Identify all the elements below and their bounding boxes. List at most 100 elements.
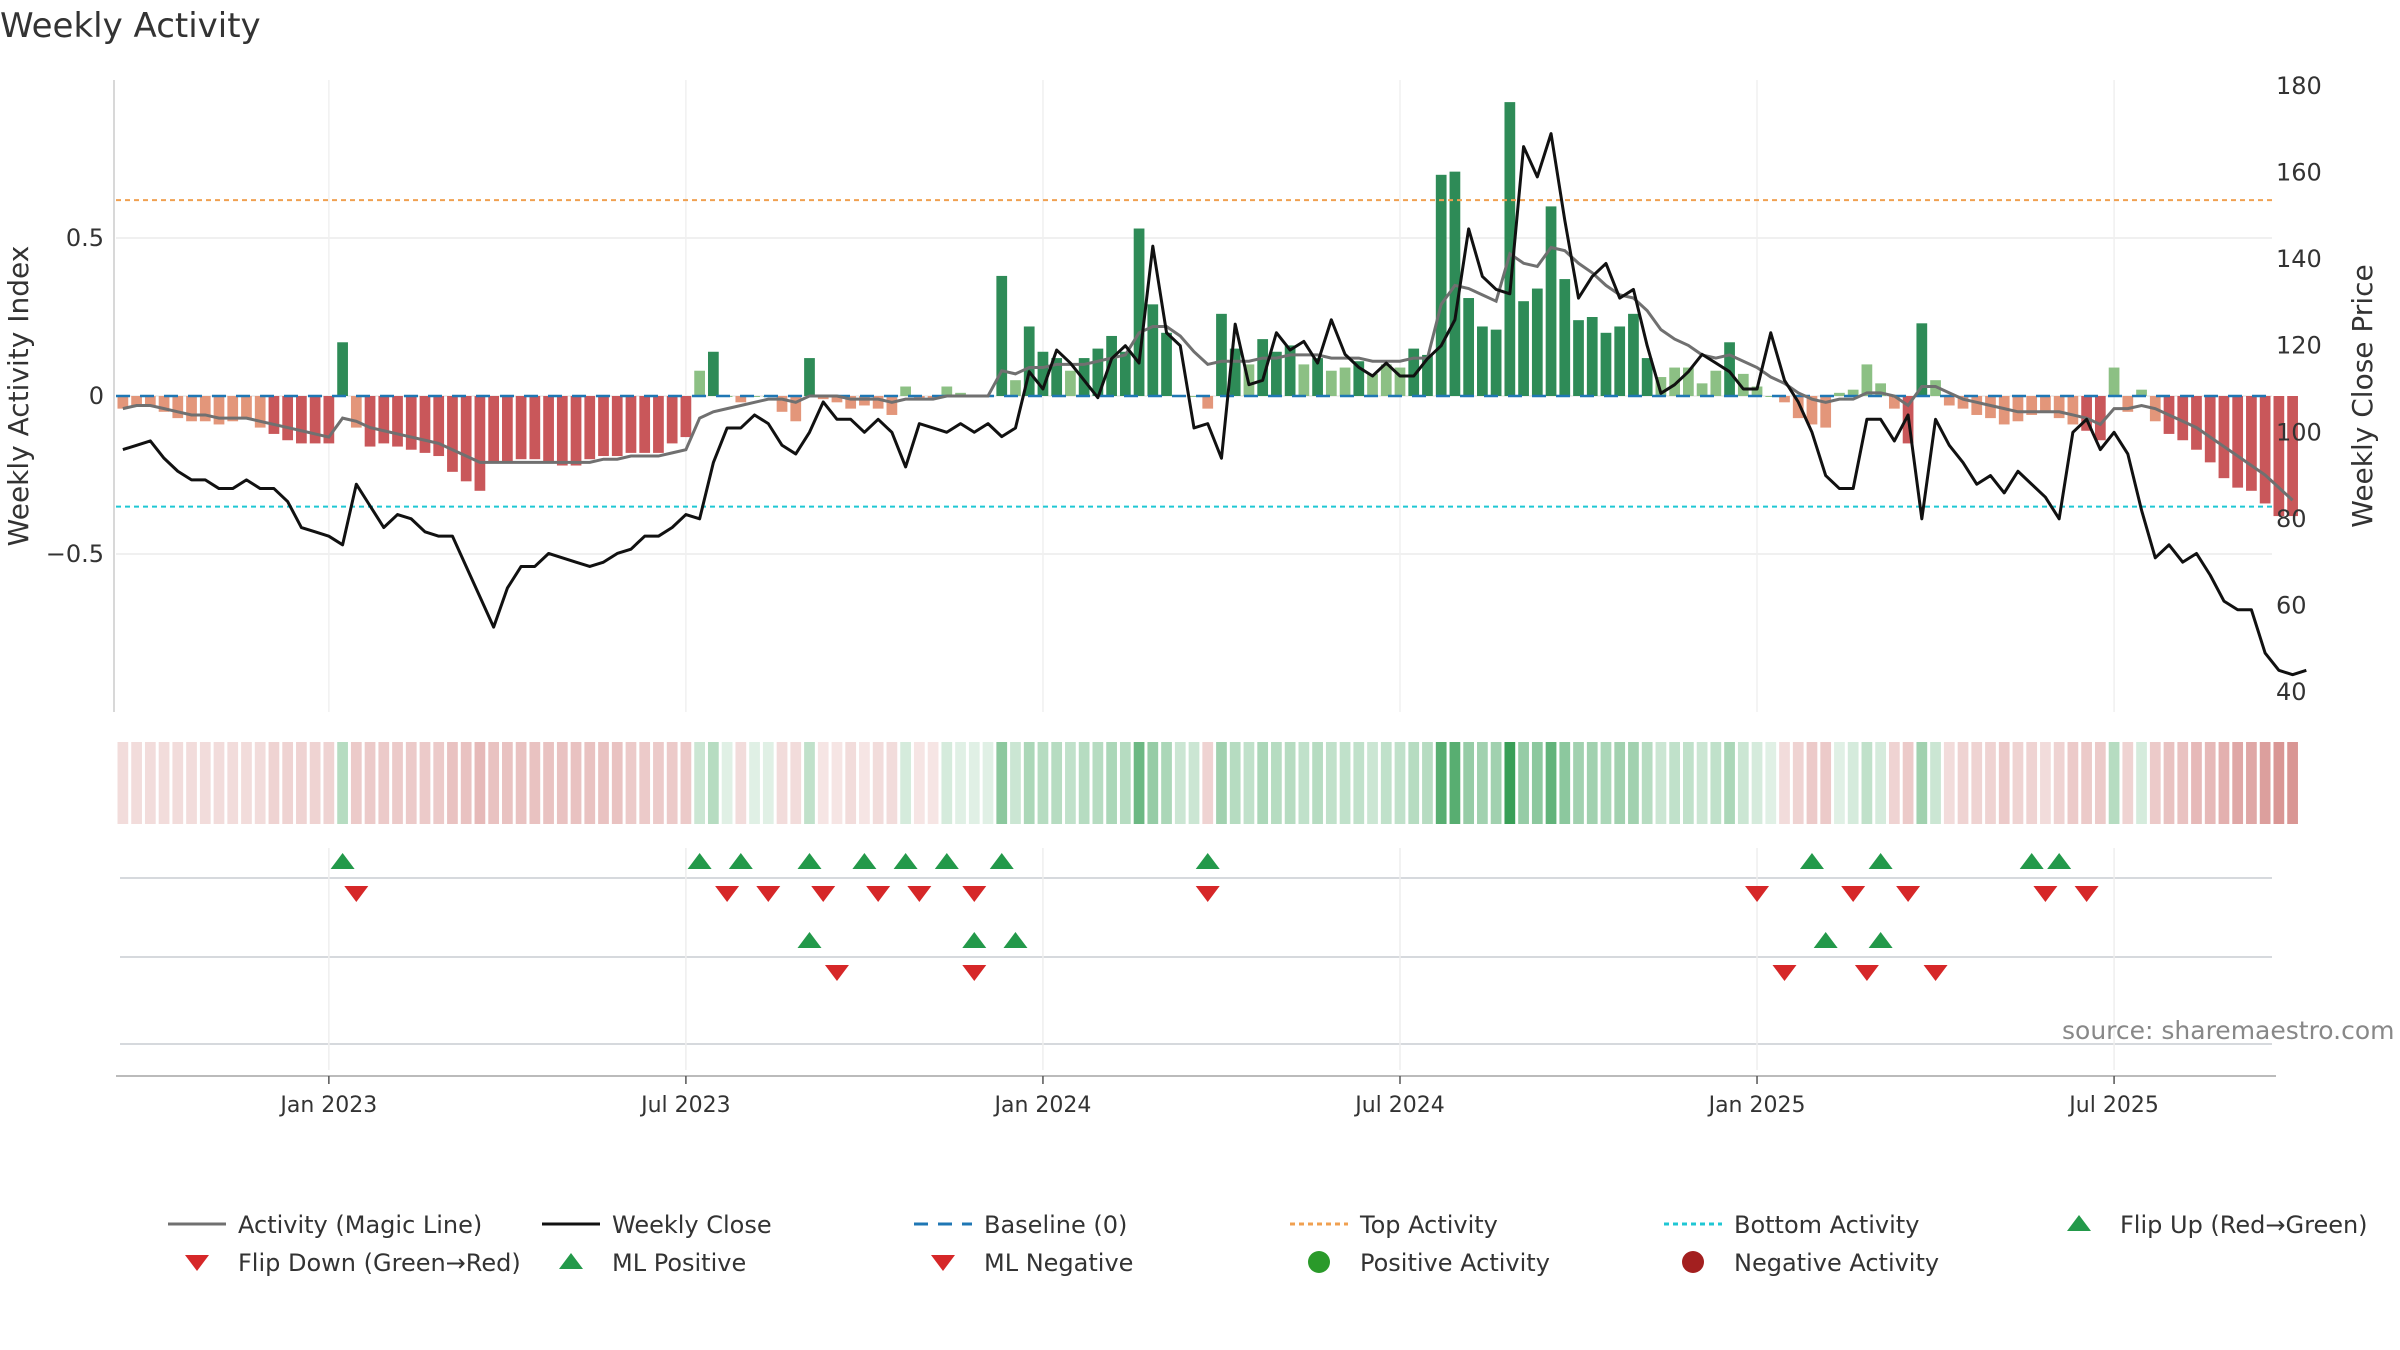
heat-cell	[350, 742, 362, 824]
activity-bar	[1531, 288, 1543, 396]
activity-bar	[1010, 380, 1021, 396]
flip-up-marker	[330, 853, 355, 869]
heat-cell	[1531, 742, 1543, 824]
y-tick-label: 0	[89, 382, 104, 410]
heat-cell	[1023, 742, 1035, 824]
flip-up-marker	[852, 853, 877, 869]
legend-swatch	[931, 1255, 955, 1271]
activity-bar	[2191, 396, 2202, 450]
activity-bar	[2012, 396, 2024, 422]
x-tick-label: Jul 2023	[639, 1093, 731, 1118]
heat-cell	[1408, 742, 1420, 824]
flip-down-marker	[1195, 886, 1220, 902]
heat-cell	[2067, 742, 2079, 824]
activity-bar	[859, 396, 870, 406]
heat-cell	[1600, 742, 1612, 824]
activity-bar	[2273, 396, 2285, 517]
heat-cell	[1820, 742, 1832, 824]
activity-bar	[900, 386, 911, 396]
activity-bar	[598, 396, 609, 457]
activity-bar	[1724, 342, 1735, 396]
flip-down-marker	[715, 886, 740, 902]
activity-bar	[447, 396, 458, 472]
activity-bar	[1161, 332, 1172, 396]
heat-cell	[2259, 742, 2271, 824]
flip-down-marker	[2033, 886, 2058, 902]
activity-bar	[1271, 351, 1282, 396]
activity-bar	[350, 396, 362, 428]
heat-cell	[199, 742, 211, 824]
y2-tick-label: 180	[2276, 72, 2322, 100]
heat-cell	[1888, 742, 1900, 824]
heat-cell	[1792, 742, 1804, 824]
heat-cell	[1669, 742, 1681, 824]
activity-bar	[955, 392, 966, 396]
activity-bar	[1353, 361, 1365, 396]
activity-bar	[1998, 396, 2010, 425]
heat-cell	[2287, 742, 2298, 824]
activity-bar	[1422, 354, 1433, 396]
activity-bar	[2122, 396, 2134, 412]
heat-cell	[2136, 742, 2147, 824]
activity-bar	[1971, 396, 1983, 415]
heat-cell	[213, 742, 225, 824]
y-axis-title: Weekly Activity Index	[2, 246, 35, 547]
flip-down-marker	[962, 886, 987, 902]
activity-bar	[241, 396, 252, 419]
activity-bar	[584, 396, 596, 460]
activity-bar	[845, 396, 857, 409]
ml-negative-marker	[1923, 965, 1948, 981]
activity-bar	[872, 396, 884, 409]
legend-label: Flip Up (Red→Green)	[2120, 1211, 2368, 1239]
heat-cell	[2163, 742, 2175, 824]
heat-cell	[776, 742, 788, 824]
heat-cell	[913, 742, 925, 824]
heat-cell	[1449, 742, 1461, 824]
y2-tick-label: 60	[2276, 591, 2307, 619]
heat-cell	[1916, 742, 1928, 824]
heat-cell	[1092, 742, 1104, 824]
activity-bar	[1408, 348, 1420, 396]
activity-bar	[296, 396, 307, 444]
flip-up-marker	[687, 853, 712, 869]
activity-bar	[1916, 323, 1928, 396]
heat-cell	[762, 742, 774, 824]
heat-cell	[2273, 742, 2285, 824]
heat-cell	[2191, 742, 2202, 824]
heat-cell	[1902, 742, 1914, 824]
activity-bar	[309, 396, 321, 444]
flip-down-marker	[866, 886, 891, 902]
heat-cell	[2053, 742, 2065, 824]
heat-cell	[529, 742, 541, 824]
heat-cell	[1875, 742, 1886, 824]
heat-cell	[1037, 742, 1049, 824]
heat-cell	[1834, 742, 1845, 824]
heat-cell	[1586, 742, 1598, 824]
activity-bar	[1339, 367, 1351, 396]
legend-label: Activity (Magic Line)	[238, 1211, 482, 1239]
heat-cell	[611, 742, 623, 824]
activity-bar	[1037, 351, 1049, 396]
legend-label: Bottom Activity	[1734, 1211, 1919, 1239]
activity-bar	[653, 396, 664, 453]
activity-bar	[254, 396, 266, 428]
heat-cell	[2232, 742, 2244, 824]
activity-bar	[282, 396, 294, 441]
activity-bar	[1943, 396, 1955, 406]
heat-cell	[1985, 742, 1996, 824]
activity-bar	[1779, 396, 1790, 403]
heat-cell	[1422, 742, 1433, 824]
heat-cell	[968, 742, 980, 824]
heat-cell	[1284, 742, 1296, 824]
legend-label: Positive Activity	[1360, 1249, 1550, 1277]
heat-cell	[2081, 742, 2092, 824]
activity-bar	[392, 396, 403, 447]
heat-cell	[488, 742, 500, 824]
activity-bar	[1490, 329, 1502, 396]
heat-cell	[1325, 742, 1337, 824]
heat-cell	[158, 742, 170, 824]
heat-cell	[1724, 742, 1735, 824]
heat-cell	[378, 742, 390, 824]
heat-cell	[1065, 742, 1076, 824]
heat-cell	[1106, 742, 1117, 824]
